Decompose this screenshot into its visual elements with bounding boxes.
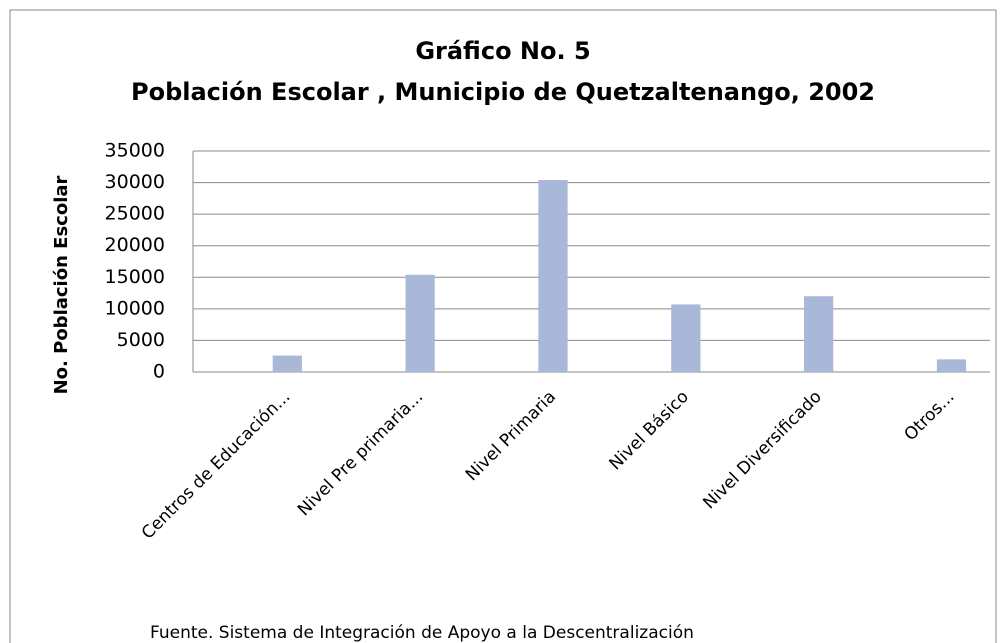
y-tick-label: 25000 <box>105 203 165 225</box>
bar <box>538 180 568 372</box>
y-axis-label: No. Población Escolar <box>51 175 72 394</box>
bar <box>671 304 701 372</box>
chart-title: Gráfico No. 5 <box>415 37 590 65</box>
chart-subtitle: Población Escolar , Municipio de Quetzal… <box>131 78 875 106</box>
bar <box>405 274 435 372</box>
y-tick-label: 0 <box>153 361 165 383</box>
y-tick-label: 30000 <box>105 171 165 193</box>
bar <box>804 296 834 372</box>
bar <box>272 355 302 372</box>
y-tick-label: 15000 <box>105 266 165 288</box>
y-tick-label: 5000 <box>117 329 165 351</box>
y-tick-label: 10000 <box>105 297 165 319</box>
source-note: Fuente. Sistema de Integración de Apoyo … <box>150 623 694 643</box>
y-tick-label: 35000 <box>105 140 165 162</box>
bar <box>936 359 967 372</box>
y-tick-label: 20000 <box>105 234 165 256</box>
